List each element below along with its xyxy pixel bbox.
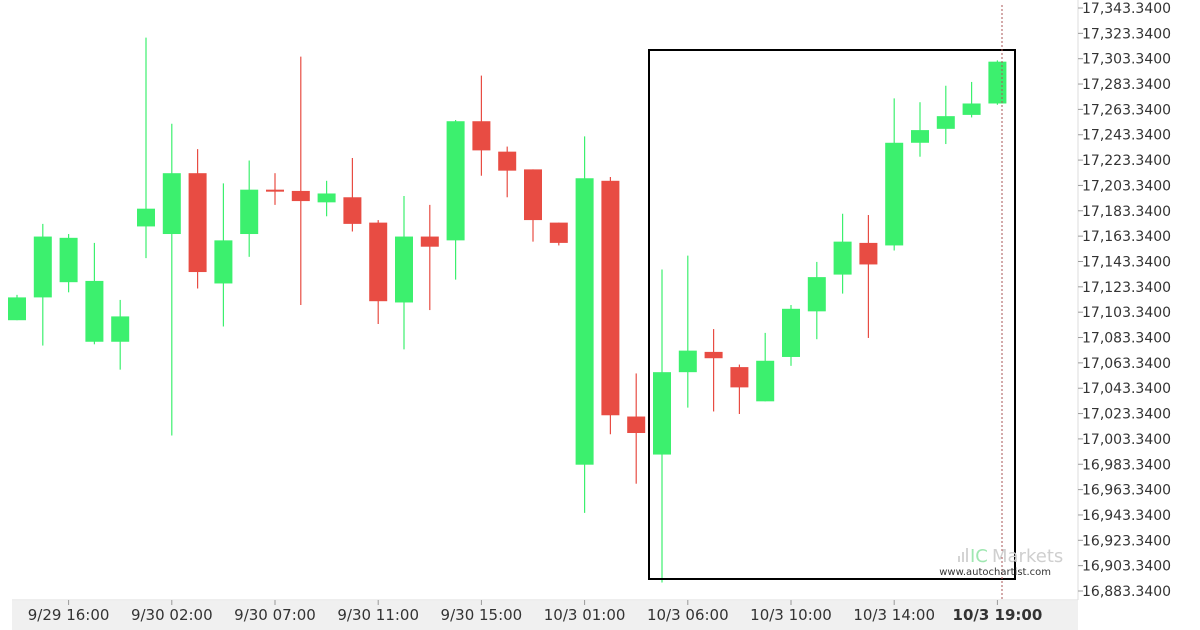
- x-tick-label: 10/3 01:00: [544, 606, 626, 624]
- y-tick-label: 17,003.3400: [1082, 432, 1171, 448]
- y-tick-label: 16,903.3400: [1082, 559, 1171, 575]
- y-tick-label: 17,343.3400: [1082, 1, 1171, 17]
- candle-up: [111, 316, 130, 342]
- y-tick-label: 17,043.3400: [1082, 381, 1171, 397]
- x-axis-band-bg: [12, 601, 1078, 630]
- candle-down: [498, 151, 517, 171]
- candle-up: [988, 61, 1007, 104]
- y-tick-label: 17,283.3400: [1082, 77, 1171, 93]
- candle-up: [8, 297, 26, 321]
- candle-up: [782, 308, 800, 357]
- candle-up: [756, 360, 775, 402]
- highlight-pattern-box: [648, 49, 1016, 580]
- candle-down: [730, 367, 749, 388]
- y-tick-label: 17,263.3400: [1082, 102, 1171, 118]
- y-tick-label: 16,963.3400: [1082, 483, 1171, 499]
- candle-up: [317, 193, 336, 203]
- candle-up: [936, 116, 955, 129]
- watermark-url: www.autochartist.com: [939, 567, 1051, 578]
- candle-up: [653, 372, 671, 455]
- x-tick-label: 9/30 15:00: [441, 606, 523, 624]
- x-tick-label: 9/29 16:00: [28, 606, 110, 624]
- y-tick-label: 17,083.3400: [1082, 331, 1171, 347]
- y-tick-label: 17,143.3400: [1082, 254, 1171, 270]
- y-tick-label: 17,303.3400: [1082, 52, 1171, 68]
- candle-down: [369, 222, 388, 302]
- candle-down: [524, 169, 542, 221]
- candle-down: [859, 242, 878, 265]
- candle-down: [549, 222, 568, 243]
- candle-up: [885, 142, 904, 246]
- candle-down: [704, 351, 723, 359]
- candle-up: [446, 121, 465, 241]
- candle-up: [911, 130, 929, 143]
- ic-markets-watermark: IC Markets: [958, 546, 1063, 567]
- candle-down: [601, 180, 620, 416]
- y-tick-label: 16,923.3400: [1082, 533, 1171, 549]
- y-tick-label: 16,983.3400: [1082, 457, 1171, 473]
- candle-up: [33, 236, 52, 298]
- candle-up: [962, 103, 981, 115]
- candle-up: [395, 236, 413, 303]
- x-tick-label: 10/3 19:00: [953, 606, 1043, 624]
- watermark-bar-icon: [966, 548, 968, 562]
- watermark-brand: IC: [970, 546, 988, 567]
- y-tick-label: 17,223.3400: [1082, 153, 1171, 169]
- x-tick-label: 10/3 06:00: [647, 606, 729, 624]
- y-tick-label: 17,023.3400: [1082, 407, 1171, 423]
- x-tick-label: 9/30 11:00: [337, 606, 419, 624]
- candle-down: [420, 236, 439, 247]
- candle-up: [137, 208, 155, 227]
- candle-up: [59, 237, 78, 283]
- y-tick-label: 17,063.3400: [1082, 356, 1171, 372]
- candle-up: [162, 173, 181, 235]
- x-tick-label: 9/30 02:00: [131, 606, 213, 624]
- y-tick-label: 17,323.3400: [1082, 26, 1171, 42]
- x-tick-label: 9/30 07:00: [234, 606, 316, 624]
- candle-up: [240, 189, 259, 235]
- candle-up: [678, 350, 697, 373]
- y-tick-label: 17,163.3400: [1082, 229, 1171, 245]
- candle-down: [291, 190, 310, 202]
- candle-up: [85, 280, 104, 342]
- candle-up: [214, 240, 233, 284]
- candle-up: [575, 178, 594, 465]
- y-tick-label: 16,883.3400: [1082, 584, 1171, 600]
- y-tick-label: 17,183.3400: [1082, 204, 1171, 220]
- watermark-bar-icon: [962, 552, 964, 562]
- y-tick-label: 17,203.3400: [1082, 178, 1171, 194]
- y-tick-label: 16,943.3400: [1082, 508, 1171, 524]
- candle-down: [266, 189, 284, 192]
- y-tick-label: 17,243.3400: [1082, 128, 1171, 144]
- x-axis-band: [12, 601, 1078, 630]
- candle-up: [833, 241, 852, 275]
- candle-down: [343, 197, 362, 224]
- candle-up: [807, 277, 826, 312]
- x-tick-label: 10/3 10:00: [750, 606, 832, 624]
- y-axis-ticks: 17,343.3400 17,323.3400 17,303.3400 17,283.…: [1078, 1, 1171, 600]
- candle-down: [472, 121, 491, 151]
- candle-down: [188, 173, 207, 273]
- y-tick-label: 17,123.3400: [1082, 280, 1171, 296]
- y-tick-label: 17,103.3400: [1082, 305, 1171, 321]
- candle-down: [627, 416, 646, 434]
- x-axis-ticks: 9/29 16:00 9/30 02:00 9/30 07:00 9/30 11:00…: [28, 600, 1043, 624]
- x-tick-label: 10/3 14:00: [853, 606, 935, 624]
- watermark-name: Markets: [992, 546, 1063, 567]
- watermark-bar-icon: [958, 556, 960, 562]
- candles-layer: [8, 37, 1007, 583]
